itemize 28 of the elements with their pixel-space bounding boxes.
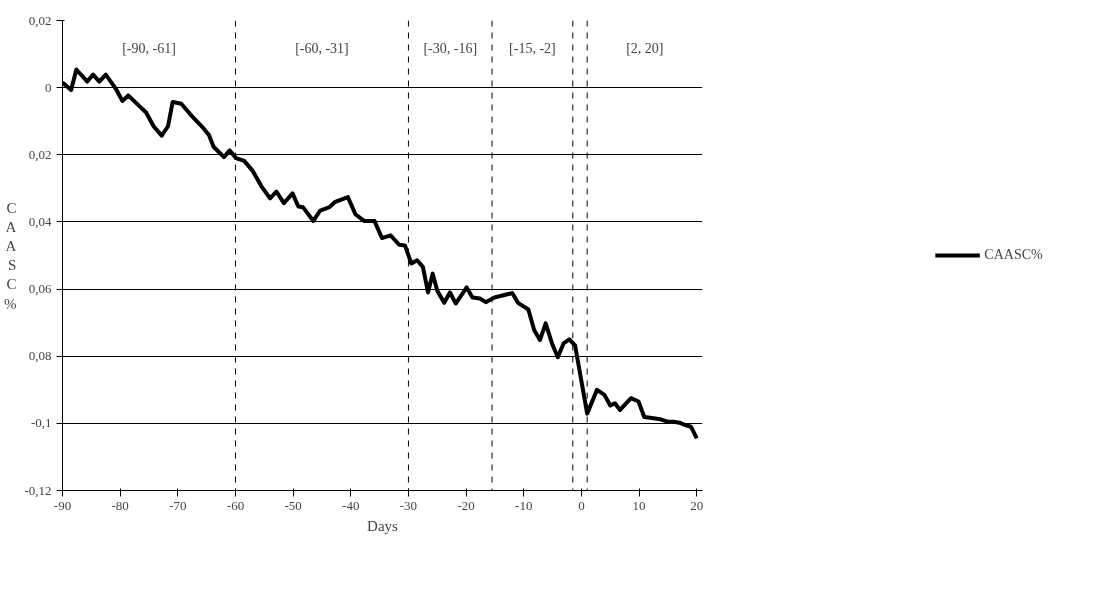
- y-tick-label: -0,12: [24, 482, 52, 498]
- x-tick-label: -80: [111, 497, 129, 513]
- x-tick-label: -70: [169, 497, 187, 513]
- x-tick-label: -20: [457, 497, 475, 513]
- x-tick-label: -10: [515, 497, 533, 513]
- annotation: [2, 20]: [626, 41, 664, 56]
- y-tick-label: 0,08: [28, 348, 52, 364]
- legend-label: CAASC%: [984, 247, 1043, 263]
- y-tick-label: -0,1: [30, 415, 52, 431]
- y-tick-label: 0,02: [28, 12, 52, 28]
- y-tick-label: 0,06: [28, 281, 52, 297]
- y-tick-label: 0: [45, 79, 52, 95]
- x-tick-label: -30: [399, 497, 418, 513]
- annotation: [-15, -2]: [509, 41, 556, 56]
- x-axis-title: Days: [367, 517, 399, 534]
- x-tick-label: -50: [284, 497, 302, 513]
- x-tick-label: 10: [632, 497, 646, 513]
- x-tick-label: 20: [690, 497, 704, 513]
- annotation: [-90, -61]: [122, 41, 176, 56]
- x-tick-label: 0: [578, 497, 585, 513]
- x-tick-label: -90: [53, 497, 72, 513]
- x-tick-label: -60: [226, 497, 245, 513]
- y-tick-label: 0,02: [28, 146, 52, 162]
- y-tick-label: 0,04: [28, 213, 52, 229]
- annotation: [-30, -16]: [423, 41, 478, 56]
- y-axis-title: CAASC%: [3, 199, 17, 312]
- x-tick-label: -40: [342, 497, 360, 513]
- annotation: [-60, -31]: [295, 41, 349, 56]
